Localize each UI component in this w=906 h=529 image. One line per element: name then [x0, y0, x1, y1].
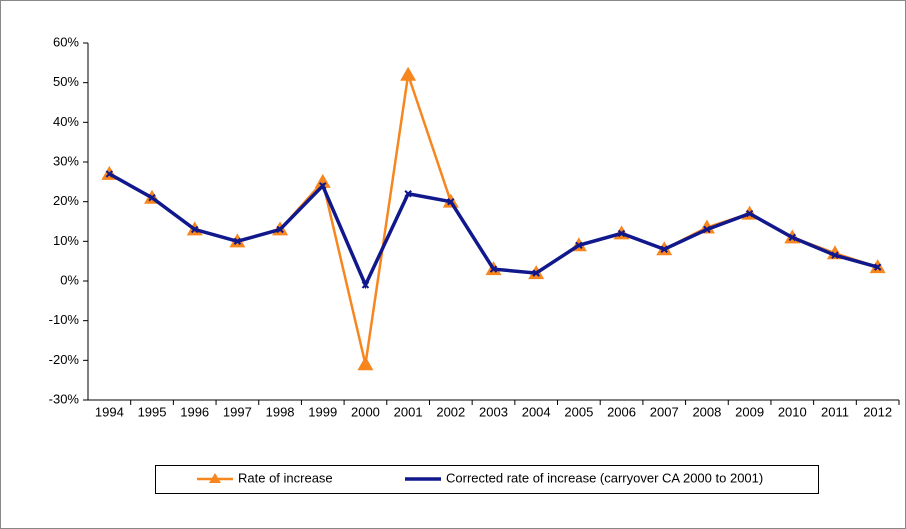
point-marker — [233, 237, 242, 246]
x-tick-label: 2008 — [692, 404, 721, 419]
x-tick-label: 1994 — [95, 404, 124, 419]
legend-marker — [209, 473, 221, 483]
x-tick-label: 2007 — [650, 404, 679, 419]
x-tick-label: 2010 — [778, 404, 807, 419]
x-tick-label: 1996 — [180, 404, 209, 419]
point-marker — [489, 265, 498, 273]
x-tick-label: 2012 — [863, 404, 892, 419]
point-marker — [361, 281, 370, 289]
point-marker — [447, 197, 455, 206]
point-marker — [357, 356, 374, 371]
y-tick-label: 30% — [53, 153, 79, 168]
point-marker — [831, 251, 839, 259]
point-marker — [532, 269, 540, 277]
legend-label: Rate of increase — [238, 470, 333, 485]
point-marker — [314, 173, 331, 188]
x-tick-label: 2006 — [607, 404, 636, 419]
point-marker — [191, 225, 199, 234]
y-tick-label: 20% — [53, 193, 79, 208]
x-tick-label: 1998 — [266, 404, 295, 419]
x-tick-label: 2009 — [735, 404, 764, 419]
point-marker — [745, 209, 754, 218]
y-tick-label: 50% — [53, 74, 79, 89]
x-tick-label: 2001 — [394, 404, 423, 419]
y-tick-label: -30% — [49, 391, 80, 406]
point-marker — [148, 193, 156, 202]
y-tick-label: 10% — [53, 233, 79, 248]
point-marker — [276, 225, 284, 234]
x-tick-label: 1999 — [308, 404, 337, 419]
point-marker — [873, 263, 882, 271]
x-tick-label: 2011 — [821, 404, 849, 419]
y-tick-label: 40% — [53, 114, 79, 129]
y-tick-label: 0% — [60, 272, 79, 287]
y-tick-label: -10% — [49, 312, 80, 327]
x-tick-label: 2004 — [522, 404, 551, 419]
point-marker — [105, 170, 114, 178]
point-marker — [400, 66, 417, 81]
point-marker — [788, 233, 796, 242]
point-marker — [575, 241, 583, 250]
x-tick-label: 2000 — [351, 404, 380, 419]
y-tick-label: 60% — [53, 34, 79, 49]
x-tick-label: 2005 — [564, 404, 593, 419]
point-marker — [319, 182, 327, 190]
legend-box — [155, 465, 819, 494]
x-tick-label: 2002 — [436, 404, 465, 419]
y-tick-label: -20% — [49, 352, 80, 367]
x-tick-label: 1997 — [223, 404, 252, 419]
point-marker — [703, 225, 711, 234]
point-marker — [617, 229, 626, 238]
point-marker — [660, 245, 668, 253]
x-tick-label: 1995 — [138, 404, 167, 419]
point-marker — [404, 190, 412, 198]
x-tick-label: 2003 — [479, 404, 508, 419]
legend-label: Corrected rate of increase (carryover CA… — [446, 470, 763, 485]
